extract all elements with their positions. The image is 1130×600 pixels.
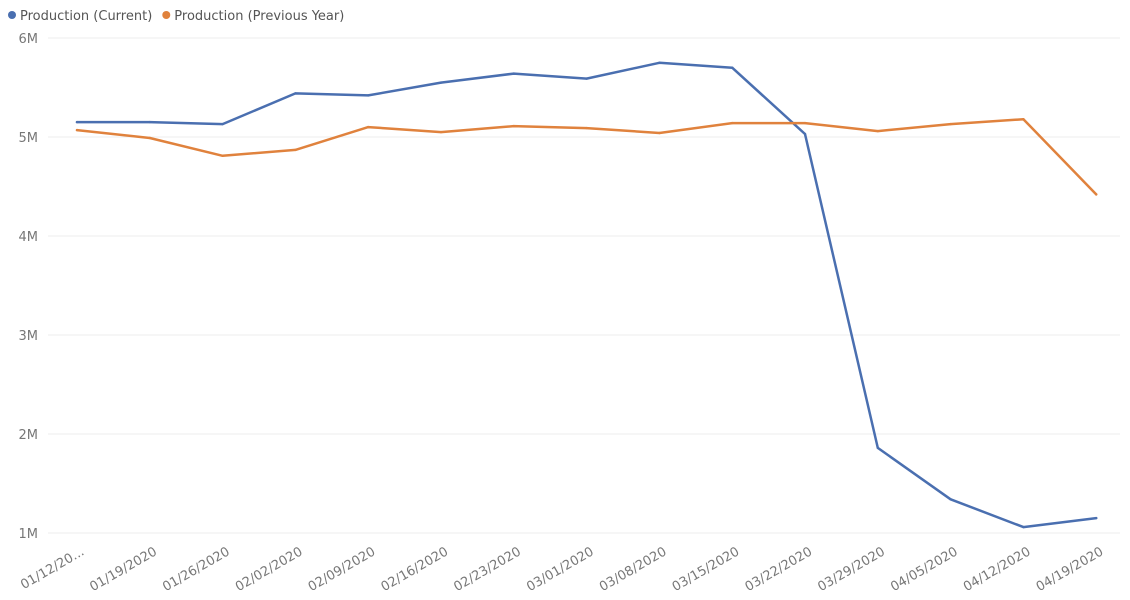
data-point-series-0: [1022, 525, 1025, 529]
legend-marker-1: [162, 11, 171, 19]
data-point-series-1: [1022, 118, 1025, 121]
y-tick-label: 2M: [19, 428, 39, 443]
x-tick-label: 02/23/2020: [451, 544, 523, 594]
data-point-series-0: [439, 81, 443, 84]
gridlines: [48, 37, 1120, 534]
data-point-series-0: [75, 120, 79, 124]
series-lines: [75, 61, 1098, 529]
legend-label-0: Production (Current): [20, 9, 152, 24]
data-point-series-1: [803, 121, 807, 125]
data-point-series-1: [439, 130, 443, 134]
data-point-series-1: [367, 125, 370, 129]
data-point-series-0: [803, 132, 807, 136]
data-point-series-1: [75, 128, 79, 132]
x-tick-label: 03/22/2020: [743, 544, 815, 594]
data-point-series-1: [876, 129, 879, 133]
y-tick-label: 3M: [19, 329, 39, 344]
data-point-series-1: [294, 148, 297, 152]
legend-marker-0: [8, 11, 16, 19]
y-tick-label: 4M: [19, 230, 39, 245]
x-tick-label: 01/26/2020: [160, 544, 232, 594]
y-axis: 1M 2M 3M 4M 5M 6M: [19, 32, 39, 542]
x-tick-label: 02/16/2020: [379, 544, 451, 594]
data-point-series-0: [294, 92, 297, 95]
data-point-series-1: [221, 154, 224, 157]
x-tick-label: 03/15/2020: [670, 544, 742, 594]
x-tick-label: 03/08/2020: [597, 544, 669, 594]
data-point-series-1: [1095, 193, 1098, 196]
x-tick-label: 03/29/2020: [815, 544, 887, 594]
y-tick-label: 5M: [19, 131, 39, 146]
x-axis: 01/12/20... 01/19/2020 01/26/2020 02/02/202…: [18, 544, 1106, 594]
legend: Production (Current) Production (Previous…: [8, 9, 344, 24]
data-point-series-1: [512, 124, 515, 128]
series-line-1: [75, 117, 1098, 196]
x-tick-label: 01/19/2020: [87, 544, 159, 594]
data-point-series-0: [221, 122, 224, 126]
data-point-series-0: [658, 61, 661, 64]
legend-label-1: Production (Previous Year): [174, 9, 344, 24]
data-point-series-0: [585, 77, 588, 80]
data-point-series-1: [148, 136, 151, 140]
x-tick-label: 04/05/2020: [888, 544, 960, 594]
data-point-series-1: [585, 126, 588, 130]
x-tick-label: 01/12/20...: [18, 544, 87, 592]
data-point-series-0: [148, 120, 151, 124]
x-tick-label: 04/19/2020: [1034, 544, 1106, 594]
data-point-series-0: [1095, 516, 1098, 520]
data-point-series-0: [949, 498, 952, 501]
data-point-series-1: [949, 122, 952, 126]
data-point-series-1: [658, 131, 661, 135]
x-tick-label: 02/02/2020: [233, 544, 305, 594]
series-line-0: [75, 61, 1098, 529]
data-point-series-0: [876, 446, 879, 450]
x-tick-label: 03/01/2020: [524, 544, 596, 594]
data-point-series-0: [367, 94, 370, 97]
y-tick-label: 6M: [19, 32, 39, 47]
y-tick-label: 1M: [19, 527, 39, 542]
data-point-series-0: [731, 66, 734, 69]
x-tick-label: 04/12/2020: [961, 544, 1033, 594]
x-tick-label: 02/09/2020: [306, 544, 378, 594]
data-point-series-0: [512, 72, 515, 75]
data-point-series-1: [731, 121, 734, 125]
